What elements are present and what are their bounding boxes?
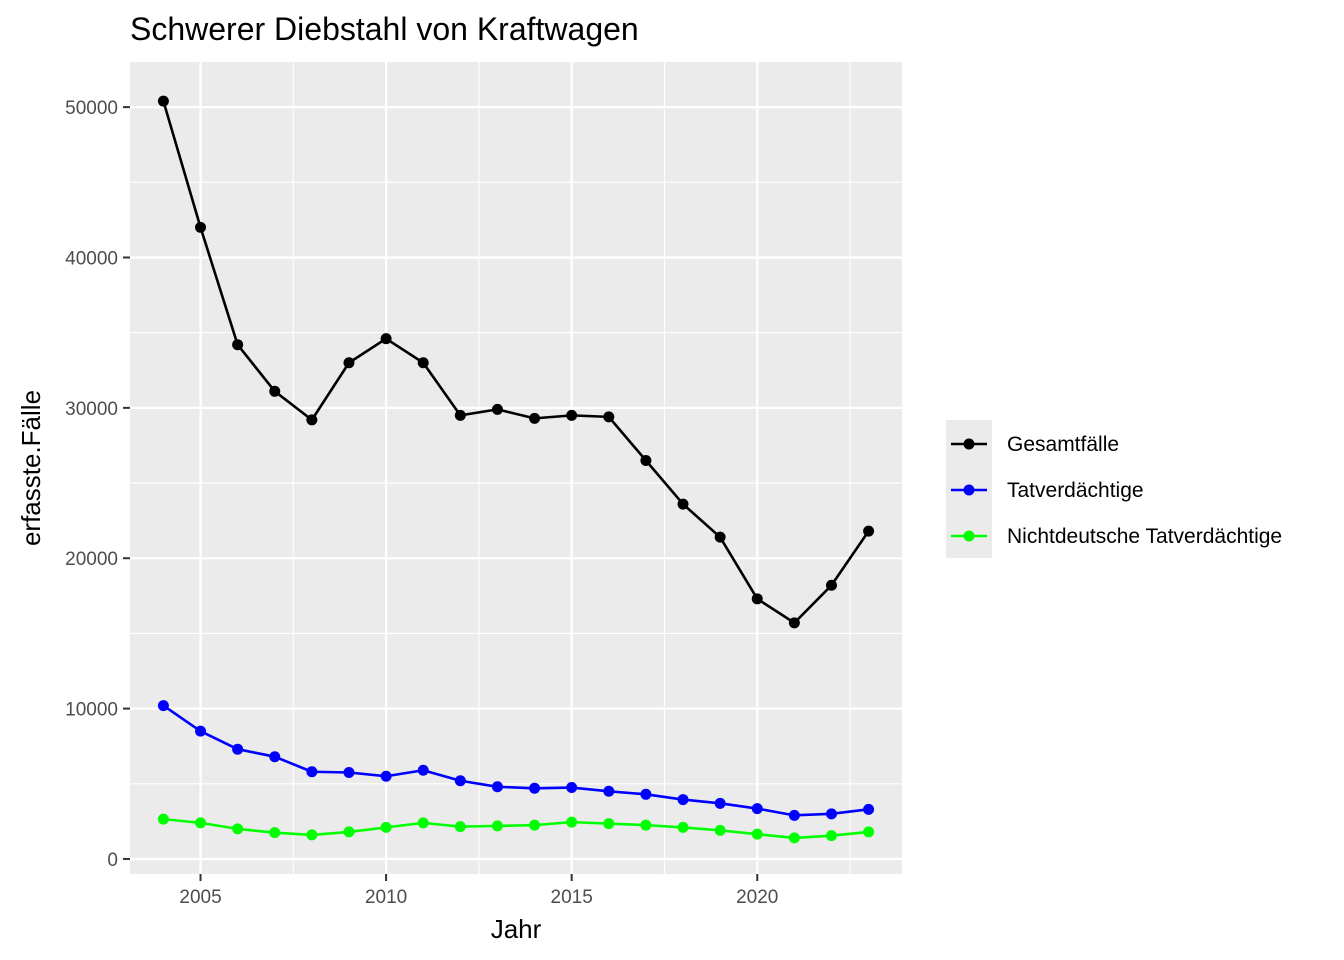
data-point — [232, 339, 244, 351]
data-point — [788, 809, 800, 821]
x-tick-label: 2005 — [179, 887, 221, 908]
y-tick-label: 20000 — [65, 549, 118, 570]
data-point — [491, 781, 503, 793]
data-point — [603, 785, 615, 797]
legend-key-point — [963, 438, 975, 450]
data-point — [825, 830, 837, 842]
data-point — [863, 826, 875, 838]
y-tick-label: 40000 — [65, 248, 118, 269]
minor-gridlines — [130, 62, 902, 874]
data-point — [751, 593, 763, 605]
legend-key-point — [963, 530, 975, 542]
x-axis: 2005 2010 2015 2020 — [179, 874, 778, 908]
x-tick-label: 2020 — [736, 887, 778, 908]
data-point — [529, 782, 541, 794]
y-tick-label: 10000 — [65, 700, 118, 721]
data-point — [677, 794, 689, 806]
data-point — [863, 525, 875, 537]
data-point — [269, 827, 281, 839]
series-line — [162, 704, 869, 817]
data-point — [232, 743, 244, 755]
data-point — [417, 817, 429, 829]
data-point — [306, 414, 318, 426]
data-point — [417, 357, 429, 369]
data-point — [788, 832, 800, 844]
data-point — [529, 412, 541, 424]
data-point — [566, 782, 578, 794]
data-point — [454, 821, 466, 833]
data-point — [269, 751, 281, 763]
series-1 — [157, 700, 875, 821]
data-point — [714, 531, 726, 543]
y-tick-label: 50000 — [65, 98, 118, 119]
data-point — [343, 767, 355, 778]
data-point — [380, 333, 392, 345]
data-point — [751, 803, 763, 815]
data-point — [603, 411, 615, 423]
data-point — [825, 579, 837, 591]
major-gridlines — [130, 62, 902, 874]
data-point — [714, 797, 726, 809]
data-point — [454, 409, 466, 421]
legend-label: Nichtdeutsche Tatverdächtige — [1007, 525, 1282, 548]
data-point — [232, 823, 244, 835]
data-point — [195, 725, 207, 737]
data-point — [677, 498, 689, 510]
series-2 — [157, 813, 875, 844]
legend-item-0: Gesamtfälle — [951, 433, 1119, 456]
series-0 — [157, 95, 875, 629]
data-point — [195, 817, 207, 829]
legend-item-2: Nichtdeutsche Tatverdächtige — [951, 525, 1282, 548]
y-tick-label: 30000 — [65, 399, 118, 420]
legend-item-1: Tatverdächtige — [951, 479, 1144, 502]
legend: Gesamtfälle Tatverdächtige Nichtdeutsche T… — [946, 420, 1282, 558]
data-point — [566, 816, 578, 828]
data-point — [157, 95, 169, 107]
data-point — [380, 770, 392, 782]
y-tick-label: 0 — [107, 850, 118, 871]
data-point — [195, 221, 207, 233]
data-point — [714, 824, 726, 836]
data-point — [603, 818, 615, 830]
data-point — [640, 454, 652, 466]
data-point — [417, 764, 429, 776]
data-point — [454, 775, 466, 787]
data-point — [640, 788, 652, 800]
data-point — [788, 617, 800, 629]
data-point — [566, 409, 578, 421]
data-point — [491, 403, 503, 415]
plot-panel — [130, 62, 902, 874]
series-line — [162, 100, 870, 625]
y-axis-title: erfasste.Fälle — [16, 390, 46, 546]
data-point — [157, 700, 169, 712]
x-tick-label: 2010 — [365, 887, 407, 908]
chart-title: Schwerer Diebstahl von Kraftwagen — [130, 11, 639, 47]
legend-label: Gesamtfälle — [1007, 433, 1119, 456]
legend-key-point — [963, 484, 975, 496]
data-point — [343, 357, 355, 369]
data-point — [863, 803, 875, 815]
data-point — [640, 819, 652, 831]
data-point — [491, 820, 503, 832]
data-point — [306, 829, 318, 841]
data-point — [306, 766, 318, 778]
series-layer — [157, 95, 875, 844]
data-point — [529, 819, 541, 831]
data-point — [343, 826, 355, 838]
y-axis: 0 10000 20000 30000 40000 50000 — [65, 98, 130, 871]
x-axis-title: Jahr — [491, 914, 542, 944]
series-line — [163, 817, 869, 840]
data-point — [157, 813, 169, 825]
data-point — [825, 808, 837, 820]
x-tick-label: 2015 — [551, 887, 593, 908]
legend-label: Tatverdächtige — [1007, 479, 1144, 502]
data-point — [751, 828, 763, 840]
data-point — [677, 821, 689, 833]
data-point — [269, 385, 281, 397]
data-point — [380, 821, 392, 833]
